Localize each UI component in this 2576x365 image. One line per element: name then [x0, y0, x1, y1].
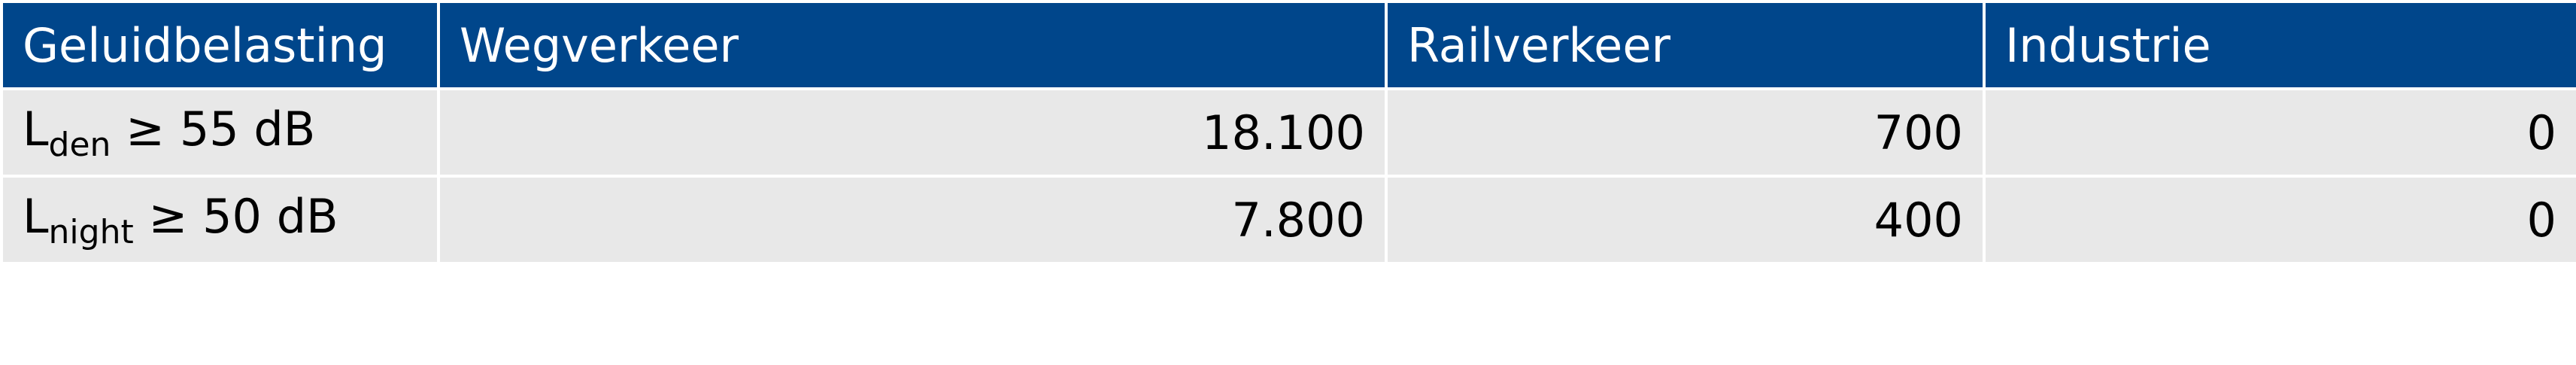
header-row: Geluidbelasting Wegverkeer Railverkeer I…: [0, 3, 2576, 90]
label-main: L: [23, 188, 49, 244]
header-cell: Geluidbelasting: [0, 3, 440, 90]
cell: 18.100: [437, 87, 1388, 178]
noise-table: Geluidbelasting Wegverkeer Railverkeer I…: [0, 3, 2576, 265]
header-cell: Industrie: [1983, 3, 2576, 90]
cell: 700: [1385, 87, 1986, 178]
header-cell: Wegverkeer: [437, 3, 1388, 90]
label-rest: ≥ 55 dB: [126, 101, 316, 157]
label-main: L: [23, 101, 49, 157]
cell: 0: [1983, 175, 2576, 265]
cell: 7.800: [437, 175, 1388, 265]
cell: 400: [1385, 175, 1986, 265]
page: Geluidbelasting Wegverkeer Railverkeer I…: [0, 3, 2576, 365]
data-row: Lnight ≥ 50 dB 7.800 400 0: [0, 175, 2576, 265]
label-rest: ≥ 50 dB: [148, 188, 338, 244]
label-sub: den: [48, 125, 111, 164]
label-sub: night: [48, 212, 134, 251]
row-label: Lnight ≥ 50 dB: [0, 175, 440, 265]
data-row: Lden ≥ 55 dB 18.100 700 0: [0, 87, 2576, 178]
cell: 0: [1983, 87, 2576, 178]
header-cell: Railverkeer: [1385, 3, 1986, 90]
row-label: Lden ≥ 55 dB: [0, 87, 440, 178]
